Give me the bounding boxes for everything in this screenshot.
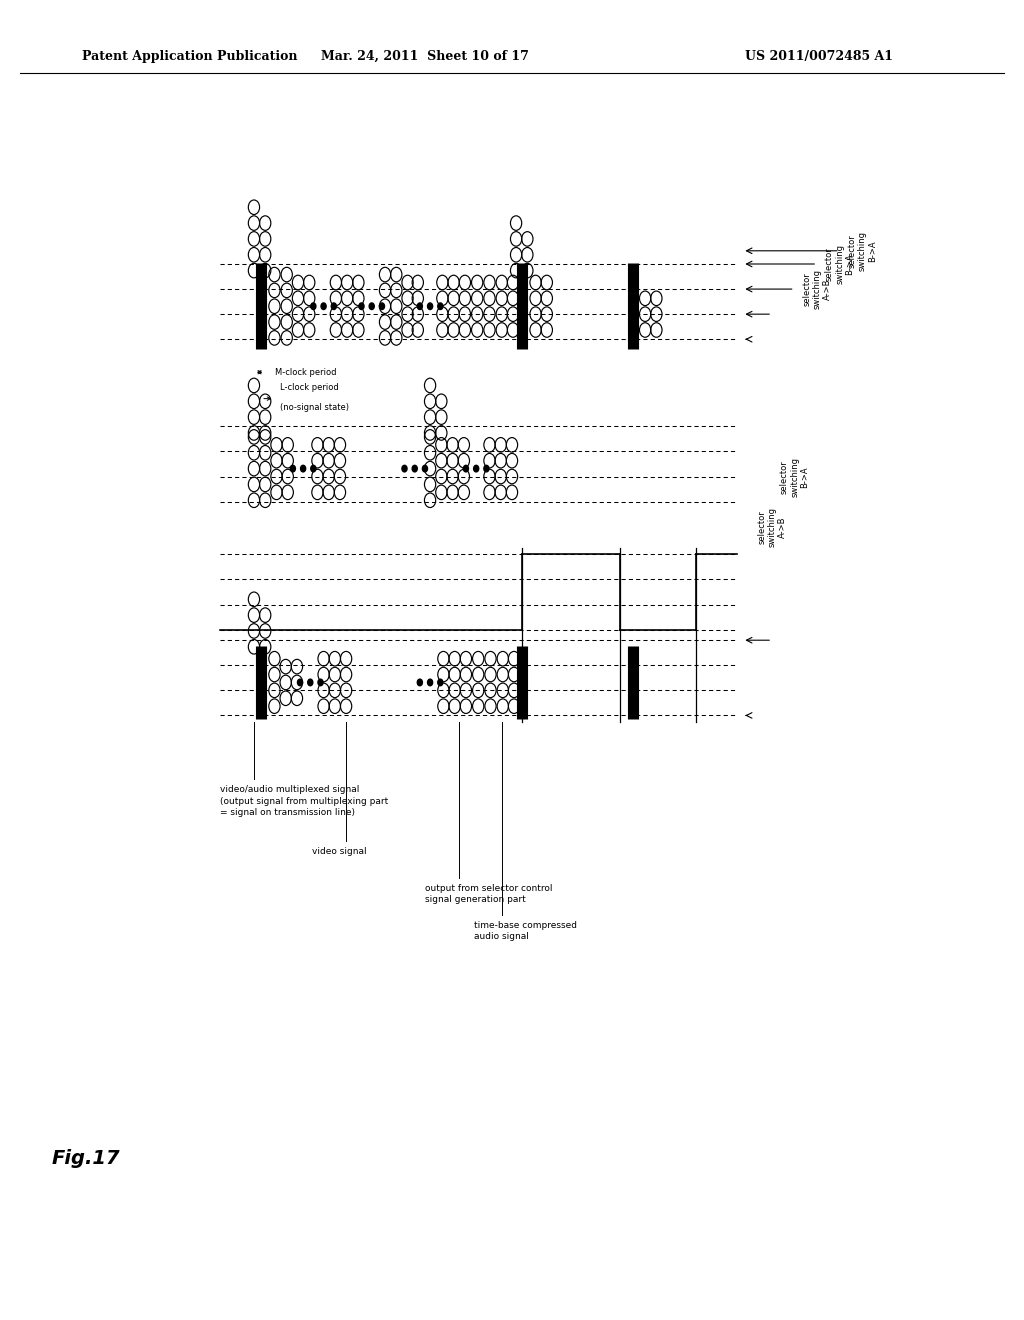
Text: selector
switching
B->A: selector switching B->A xyxy=(847,231,878,271)
Circle shape xyxy=(428,304,432,309)
Text: Patent Application Publication: Patent Application Publication xyxy=(82,50,297,63)
Text: selector
switching
A->B: selector switching A->B xyxy=(757,507,787,548)
Circle shape xyxy=(438,304,442,309)
Text: (no-signal state): (no-signal state) xyxy=(280,403,348,412)
Text: selector
switching
B->A: selector switching B->A xyxy=(779,457,810,498)
Circle shape xyxy=(307,680,313,686)
Circle shape xyxy=(423,466,428,471)
Circle shape xyxy=(291,466,295,471)
Circle shape xyxy=(463,466,469,471)
Circle shape xyxy=(311,466,315,471)
Text: Fig.17: Fig.17 xyxy=(51,1150,120,1168)
Circle shape xyxy=(297,680,303,686)
Circle shape xyxy=(358,304,365,309)
Circle shape xyxy=(322,304,326,309)
Circle shape xyxy=(369,304,375,309)
Circle shape xyxy=(332,304,336,309)
Circle shape xyxy=(311,304,315,309)
Circle shape xyxy=(418,304,422,309)
Circle shape xyxy=(317,680,324,686)
Text: video signal: video signal xyxy=(312,847,367,857)
Circle shape xyxy=(401,466,408,471)
Circle shape xyxy=(379,304,385,309)
Text: selector
switching
A->B: selector switching A->B xyxy=(802,269,833,309)
Circle shape xyxy=(418,680,422,686)
Text: time-base compressed
audio signal: time-base compressed audio signal xyxy=(474,921,578,941)
Text: selector
switching
B->A: selector switching B->A xyxy=(824,244,855,284)
Circle shape xyxy=(438,680,442,686)
Circle shape xyxy=(412,466,418,471)
Circle shape xyxy=(428,680,432,686)
Text: M-clock period: M-clock period xyxy=(275,368,337,376)
Text: US 2011/0072485 A1: US 2011/0072485 A1 xyxy=(745,50,893,63)
Text: L-clock period: L-clock period xyxy=(280,383,338,392)
Circle shape xyxy=(473,466,479,471)
Circle shape xyxy=(484,466,489,471)
Text: output from selector control
signal generation part: output from selector control signal gene… xyxy=(425,884,553,904)
Text: video/audio multiplexed signal
(output signal from multiplexing part
= signal on: video/audio multiplexed signal (output s… xyxy=(220,785,388,817)
Circle shape xyxy=(301,466,305,471)
Text: Mar. 24, 2011  Sheet 10 of 17: Mar. 24, 2011 Sheet 10 of 17 xyxy=(321,50,529,63)
